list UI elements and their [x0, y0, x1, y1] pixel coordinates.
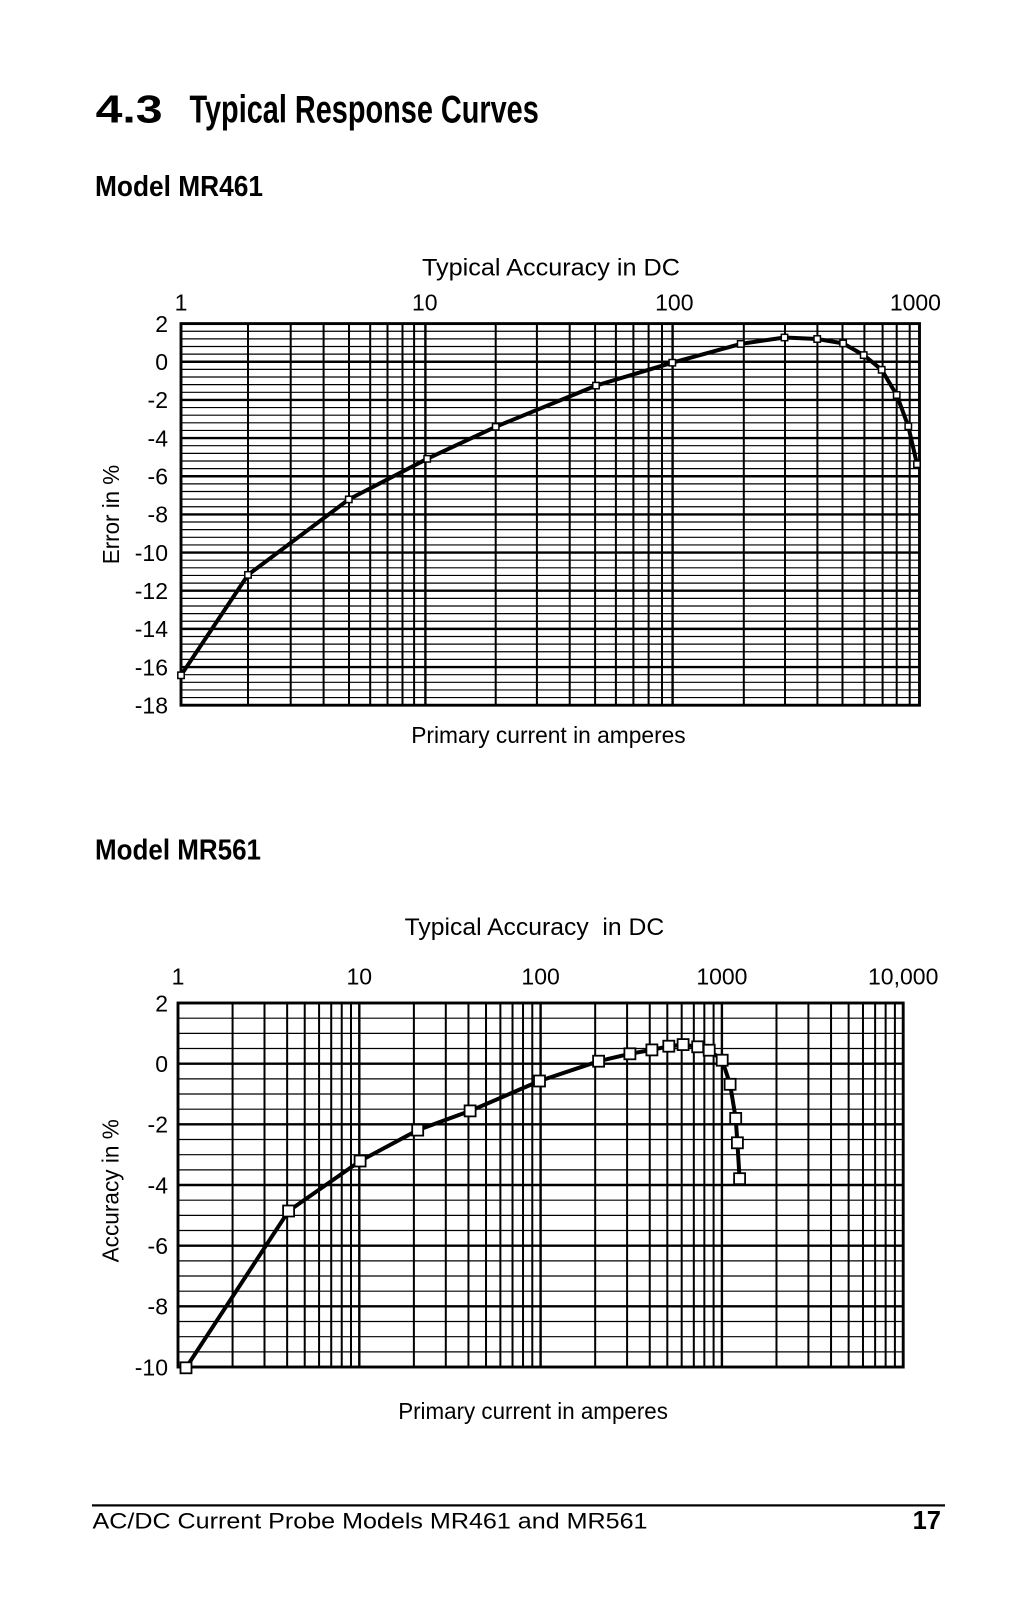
svg-text:Typical Response Curves: Typical Response Curves	[190, 89, 539, 132]
svg-text:1000: 1000	[890, 290, 941, 316]
svg-text:10: 10	[412, 290, 438, 316]
svg-text:100: 100	[655, 290, 693, 316]
svg-text:-6: -6	[148, 1233, 168, 1259]
svg-text:2: 2	[155, 311, 168, 337]
svg-text:Model MR561: Model MR561	[95, 834, 261, 866]
svg-text:-10: -10	[135, 1354, 168, 1380]
svg-text:AC/DC Current Probe Models MR4: AC/DC Current Probe Models MR461 and MR5…	[93, 1509, 648, 1534]
svg-text:-14: -14	[135, 616, 168, 642]
svg-text:0: 0	[155, 1051, 168, 1077]
svg-text:-2: -2	[148, 1112, 168, 1138]
svg-text:-4: -4	[148, 1172, 169, 1198]
svg-text:17: 17	[913, 1507, 941, 1535]
svg-text:-8: -8	[148, 1294, 168, 1320]
svg-text:-16: -16	[135, 654, 168, 680]
svg-text:100: 100	[521, 964, 559, 990]
svg-text:-2: -2	[148, 387, 168, 413]
svg-text:2: 2	[155, 990, 168, 1016]
svg-text:-6: -6	[148, 464, 168, 490]
svg-text:Primary current in amperes: Primary current in amperes	[398, 1398, 668, 1424]
svg-text:1000: 1000	[696, 964, 747, 990]
svg-text:1: 1	[175, 290, 188, 316]
svg-text:-10: -10	[135, 540, 168, 566]
svg-text:Model MR461: Model MR461	[95, 171, 263, 203]
svg-text:-18: -18	[135, 693, 168, 719]
svg-text:-4: -4	[148, 425, 169, 451]
svg-text:1: 1	[172, 964, 185, 990]
svg-text:4.3: 4.3	[96, 89, 163, 132]
svg-text:10,000: 10,000	[868, 964, 938, 990]
svg-text:Typical Accuracy in DC: Typical Accuracy in DC	[422, 255, 680, 282]
svg-text:0: 0	[155, 349, 168, 375]
svg-text:10: 10	[347, 964, 373, 990]
svg-text:Error in %: Error in %	[98, 465, 124, 564]
svg-text:Typical Accuracy in DC: Typical Accuracy in DC	[405, 914, 665, 941]
svg-text:Primary current in amperes: Primary current in amperes	[411, 722, 686, 748]
svg-text:-12: -12	[135, 578, 168, 604]
svg-text:-8: -8	[148, 502, 168, 528]
svg-text:Accuracy in %: Accuracy in %	[98, 1119, 124, 1262]
